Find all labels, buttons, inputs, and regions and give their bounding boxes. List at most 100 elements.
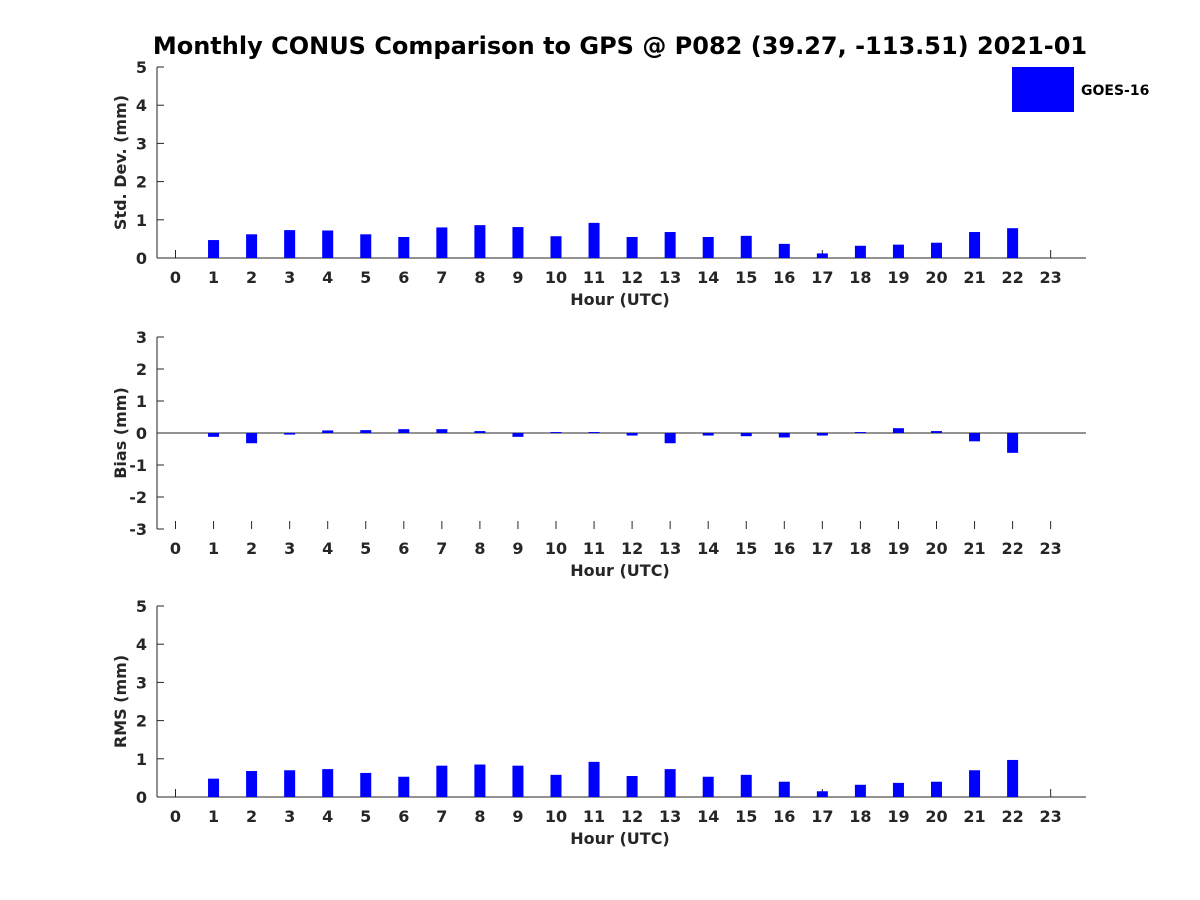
- rms-x-tick-label: 5: [360, 807, 371, 826]
- rms-y-tick-label: 4: [136, 635, 147, 654]
- rms-bar: [702, 776, 714, 797]
- rms-bar: [512, 765, 524, 797]
- legend-label: GOES-16: [1081, 83, 1149, 99]
- rms-bar: [969, 770, 981, 797]
- std-dev-bar: [969, 232, 981, 258]
- std-dev-bar: [436, 227, 448, 258]
- std-dev-x-tick-label: 22: [1001, 268, 1023, 287]
- rms-bar: [664, 769, 676, 797]
- bias-x-tick-label: 15: [735, 539, 757, 558]
- legend-swatch: [1012, 67, 1074, 112]
- std-dev-bar: [284, 230, 296, 258]
- bias-bar: [969, 433, 981, 442]
- std-dev-bar: [778, 243, 790, 258]
- bias-bar: [436, 429, 448, 433]
- rms-bar: [816, 791, 828, 797]
- std-dev-x-tick-label: 15: [735, 268, 757, 287]
- rms-x-tick-label: 7: [436, 807, 447, 826]
- rms-x-tick-label: 2: [246, 807, 257, 826]
- bias-x-tick-label: 1: [208, 539, 219, 558]
- std-dev-bar: [1007, 228, 1019, 258]
- bias-x-tick-label: 6: [398, 539, 409, 558]
- rms-x-tick-label: 16: [773, 807, 795, 826]
- rms-bar: [436, 765, 448, 797]
- rms-x-tick-label: 9: [512, 807, 523, 826]
- std-dev-bar: [512, 227, 524, 258]
- rms-x-tick-label: 12: [621, 807, 643, 826]
- bias-y-tick-label: -3: [129, 520, 147, 539]
- rms-bar: [550, 774, 562, 797]
- bias-x-tick-label: 5: [360, 539, 371, 558]
- std-dev-bar: [474, 225, 486, 258]
- rms-bar: [740, 774, 752, 797]
- rms-bar: [778, 781, 790, 797]
- bias-x-axis-label: Hour (UTC): [570, 561, 670, 580]
- rms-x-tick-label: 19: [887, 807, 909, 826]
- bias-x-tick-label: 21: [963, 539, 985, 558]
- bias-bar: [322, 430, 334, 433]
- rms-y-tick-label: 1: [136, 750, 147, 769]
- bias-bar: [740, 433, 752, 437]
- std-dev-bar: [398, 236, 410, 258]
- std-dev-x-tick-label: 5: [360, 268, 371, 287]
- chart-title: Monthly CONUS Comparison to GPS @ P082 (…: [153, 32, 1087, 60]
- rms-x-tick-label: 22: [1001, 807, 1023, 826]
- rms-y-tick-label: 5: [136, 597, 147, 616]
- bias-bar: [854, 432, 866, 433]
- rms-bar: [588, 761, 600, 797]
- bias-y-tick-label: 3: [136, 328, 147, 347]
- std-dev-x-tick-label: 12: [621, 268, 643, 287]
- bias-bar: [664, 433, 676, 444]
- bias-bar: [512, 433, 524, 437]
- rms-x-tick-label: 17: [811, 807, 833, 826]
- rms-bar: [360, 772, 372, 797]
- rms-x-tick-label: 1: [208, 807, 219, 826]
- bias-x-tick-label: 10: [545, 539, 567, 558]
- bias-bar: [550, 432, 562, 433]
- std-dev-bar: [740, 235, 752, 258]
- bias-bar: [626, 433, 638, 436]
- std-dev-bar: [360, 234, 372, 258]
- std-dev-bar: [588, 222, 600, 258]
- rms-x-tick-label: 10: [545, 807, 567, 826]
- bias-bar: [360, 430, 372, 433]
- rms-x-tick-label: 3: [284, 807, 295, 826]
- bias-x-tick-label: 8: [474, 539, 485, 558]
- rms-y-tick-label: 2: [136, 712, 147, 731]
- std-dev-bar: [246, 234, 258, 258]
- std-dev-y-tick-label: 4: [136, 96, 147, 115]
- bias-y-tick-label: 0: [136, 424, 147, 443]
- std-dev-y-tick-label: 2: [136, 173, 147, 192]
- bias-bar: [702, 433, 714, 436]
- std-dev-bar: [892, 244, 904, 258]
- std-dev-x-tick-label: 6: [398, 268, 409, 287]
- bias-x-tick-label: 12: [621, 539, 643, 558]
- std-dev-x-tick-label: 0: [170, 268, 181, 287]
- bias-bar: [1007, 433, 1019, 453]
- rms-bar: [322, 769, 334, 797]
- bias-x-tick-label: 2: [246, 539, 257, 558]
- rms-bar: [246, 771, 258, 797]
- std-dev-x-tick-label: 19: [887, 268, 909, 287]
- bias-bar: [588, 432, 600, 433]
- rms-bar: [398, 776, 410, 797]
- rms-bar: [931, 781, 942, 797]
- rms-bar: [284, 770, 296, 797]
- std-dev-x-tick-label: 10: [545, 268, 567, 287]
- std-dev-bar: [702, 236, 714, 258]
- bias-y-tick-label: 1: [136, 392, 147, 411]
- std-dev-x-tick-label: 13: [659, 268, 681, 287]
- rms-x-tick-label: 11: [583, 807, 605, 826]
- bias-x-tick-label: 16: [773, 539, 795, 558]
- rms-x-tick-label: 15: [735, 807, 757, 826]
- bias-bar: [816, 433, 828, 436]
- std-dev-x-tick-label: 23: [1040, 268, 1062, 287]
- rms-x-tick-label: 6: [398, 807, 409, 826]
- bias-bar: [246, 433, 258, 444]
- std-dev-bar: [322, 230, 334, 258]
- rms-y-tick-label: 3: [136, 673, 147, 692]
- std-dev-x-tick-label: 18: [849, 268, 871, 287]
